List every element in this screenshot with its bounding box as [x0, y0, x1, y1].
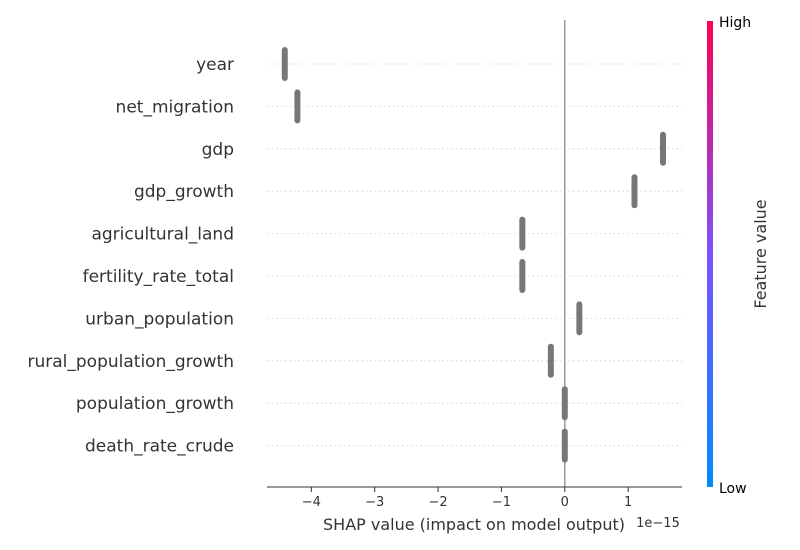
- x-tick-label: −4: [302, 495, 321, 510]
- x-axis-title: SHAP value (impact on model output): [323, 515, 625, 534]
- feature-label: agricultural_land: [91, 225, 234, 245]
- shap-point-cluster: [576, 301, 583, 336]
- feature-label: year: [196, 55, 234, 75]
- shap-point-cluster: [561, 428, 568, 463]
- colorbar-title: Feature value: [751, 199, 770, 308]
- x-tick-label: −2: [428, 495, 447, 510]
- shap-point-cluster: [659, 131, 666, 166]
- shap-point-cluster: [519, 259, 526, 293]
- feature-label: gdp: [202, 140, 234, 160]
- feature-label: death_rate_crude: [85, 437, 234, 457]
- feature-label: urban_population: [85, 309, 234, 329]
- x-tick-label: −3: [365, 495, 384, 510]
- colorbar: [707, 21, 713, 487]
- feature-label: population_growth: [76, 394, 234, 414]
- shap-point-cluster: [631, 174, 638, 209]
- x-axis: −4 −3 −2 −1 0 1: [267, 486, 682, 510]
- x-tick-label: 1: [624, 495, 632, 510]
- colorbar-high-label: High: [719, 15, 751, 31]
- shap-point-cluster: [547, 343, 554, 378]
- x-tick-label: −1: [492, 495, 511, 510]
- feature-label: fertility_rate_total: [83, 267, 234, 287]
- feature-label: gdp_growth: [134, 182, 234, 202]
- shap-point-cluster: [281, 47, 288, 81]
- x-axis-offset-text: 1e−15: [636, 516, 680, 531]
- shap-point-cluster: [294, 89, 301, 124]
- x-tick-label: 0: [561, 495, 569, 510]
- shap-point-cluster: [519, 216, 526, 251]
- feature-label: net_migration: [116, 97, 234, 117]
- colorbar-low-label: Low: [719, 481, 747, 497]
- feature-label: rural_population_growth: [27, 352, 234, 372]
- shap-points: [281, 47, 666, 463]
- shap-point-cluster: [561, 386, 568, 421]
- feature-gridlines: [267, 63, 682, 447]
